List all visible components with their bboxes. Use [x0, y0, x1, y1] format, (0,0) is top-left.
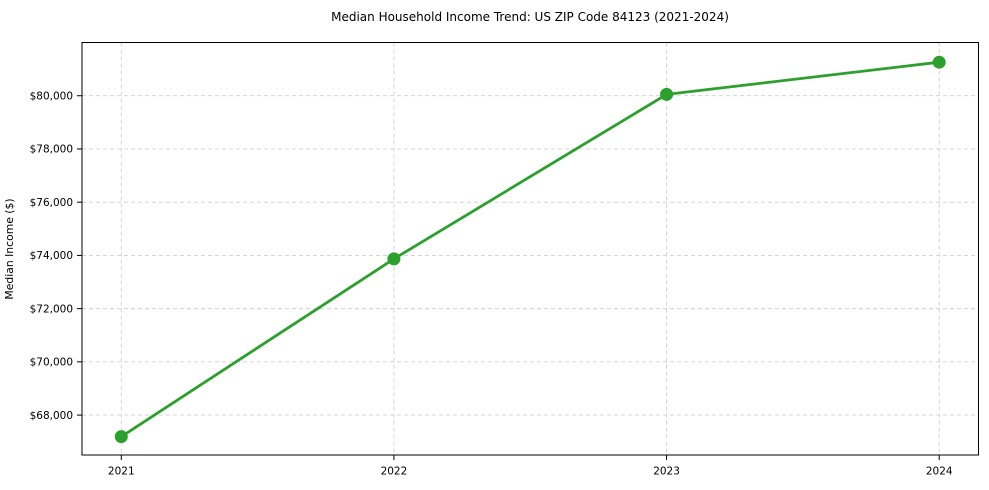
y-tick-label: $76,000 — [30, 197, 73, 209]
y-tick-label: $72,000 — [30, 303, 73, 315]
x-tick-label: 2024 — [926, 466, 953, 478]
y-tick-label: $68,000 — [30, 410, 73, 422]
x-tick-label: 2022 — [381, 466, 408, 478]
x-tick-label: 2023 — [653, 466, 680, 478]
y-tick-label: $70,000 — [30, 357, 73, 369]
y-axis-label: Median Income ($) — [3, 198, 16, 299]
data-point — [114, 430, 128, 444]
y-tick-label: $74,000 — [30, 250, 73, 262]
y-tick-label: $80,000 — [30, 90, 73, 102]
y-tick-label: $78,000 — [30, 144, 73, 156]
data-point — [660, 87, 674, 101]
data-point — [932, 55, 946, 69]
x-tick-label: 2021 — [108, 466, 135, 478]
chart-title: Median Household Income Trend: US ZIP Co… — [331, 10, 729, 24]
plot-border — [81, 42, 979, 456]
trend-line — [119, 60, 941, 439]
plot-area: $68,000 $70,000 $72,000 $74,000 $76,000 $78,0… — [30, 42, 979, 478]
data-point — [387, 252, 401, 266]
